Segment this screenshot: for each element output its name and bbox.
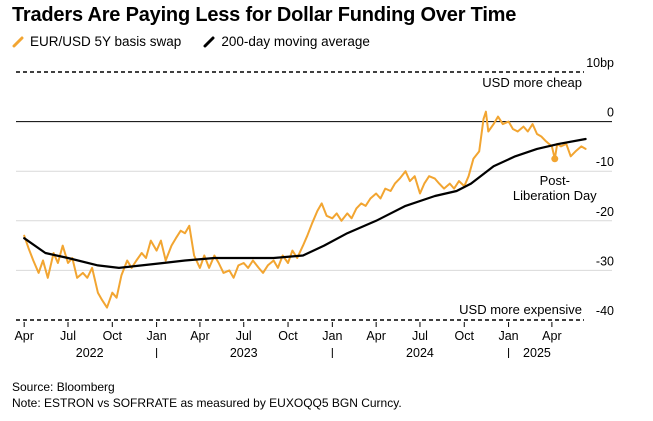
y-tick-label: 0	[607, 106, 614, 120]
chart-legend: EUR/USD 5Y basis swap 200-day moving ave…	[12, 34, 392, 49]
year-label: 2022	[76, 346, 104, 360]
x-tick-label: Jan	[498, 329, 518, 343]
legend-item-moving-average: 200-day moving average	[203, 34, 370, 49]
reference-line-label: USD more cheap	[482, 75, 582, 90]
reference-label-background	[466, 302, 584, 317]
x-tick-label: Apr	[190, 329, 209, 343]
year-label: 2024	[406, 346, 434, 360]
annotation-label: Post-	[540, 173, 570, 188]
x-tick-label: Oct	[455, 329, 475, 343]
legend-black-line-icon	[203, 36, 215, 47]
reference-label-background	[466, 75, 584, 90]
annotation-label: Liberation Day	[513, 188, 597, 203]
x-tick-label: Apr	[366, 329, 385, 343]
x-tick-label: Jul	[412, 329, 428, 343]
footnote: Note: ESTRON vs SOFRRATE as measured by …	[12, 396, 402, 410]
legend-orange-line-icon	[12, 36, 24, 47]
x-tick-label: Jan	[322, 329, 342, 343]
y-tick-label: -10	[596, 155, 614, 169]
year-label: 2025	[523, 346, 551, 360]
y-tick-label: -20	[596, 205, 614, 219]
x-tick-label: Jul	[60, 329, 76, 343]
annotation-marker	[551, 155, 559, 163]
legend-label-basis-swap: EUR/USD 5Y basis swap	[30, 34, 182, 49]
y-tick-label: -30	[596, 254, 614, 268]
reference-line-label: USD more expensive	[459, 302, 582, 317]
legend-item-basis-swap: EUR/USD 5Y basis swap	[12, 34, 181, 49]
chart-title: Traders Are Paying Less for Dollar Fundi…	[12, 4, 517, 26]
x-tick-label: Jan	[147, 329, 167, 343]
source-note: Source: Bloomberg	[12, 380, 115, 394]
series-line-basis-swap	[23, 110, 587, 309]
series-line-moving-average	[23, 137, 587, 269]
x-tick-label: Jul	[236, 329, 252, 343]
x-tick-label: Oct	[103, 329, 123, 343]
x-tick-label: Apr	[542, 329, 561, 343]
x-tick-label: Apr	[14, 329, 33, 343]
y-tick-label: 10bp	[586, 56, 614, 70]
year-label: 2023	[230, 346, 258, 360]
legend-label-moving-average: 200-day moving average	[221, 34, 370, 49]
y-tick-label: -40	[596, 304, 614, 318]
x-tick-label: Oct	[278, 329, 298, 343]
